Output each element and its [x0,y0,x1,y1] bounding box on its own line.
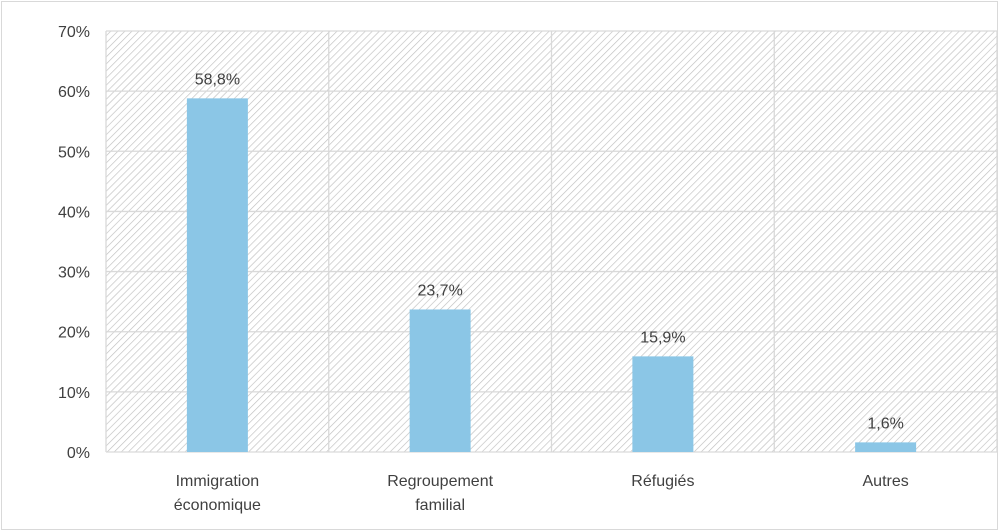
x-category-label: Autres [863,473,909,490]
bar [187,98,248,452]
x-category-label-line: Réfugiés [631,473,694,490]
data-label: 15,9% [640,329,685,346]
y-tick-label: 70% [58,24,90,41]
data-label: 58,8% [195,71,240,88]
x-category-label: Réfugiés [631,473,694,490]
data-label: 23,7% [417,282,462,299]
y-tick-label: 50% [58,144,90,161]
bar [632,356,693,452]
y-tick-label: 10% [58,385,90,402]
y-tick-label: 0% [67,445,90,462]
y-tick-label: 40% [58,204,90,221]
x-category-label-line: économique [174,497,261,514]
y-tick-label: 20% [58,325,90,342]
data-label: 1,6% [867,415,903,432]
x-category-label-line: Autres [863,473,909,490]
bar [855,442,916,452]
y-tick-label: 60% [58,84,90,101]
x-category-label-line: familial [415,497,465,514]
bar [410,309,471,452]
x-category-label-line: Immigration [176,473,260,490]
y-tick-label: 30% [58,265,90,282]
x-category-label-line: Regroupement [387,473,493,490]
